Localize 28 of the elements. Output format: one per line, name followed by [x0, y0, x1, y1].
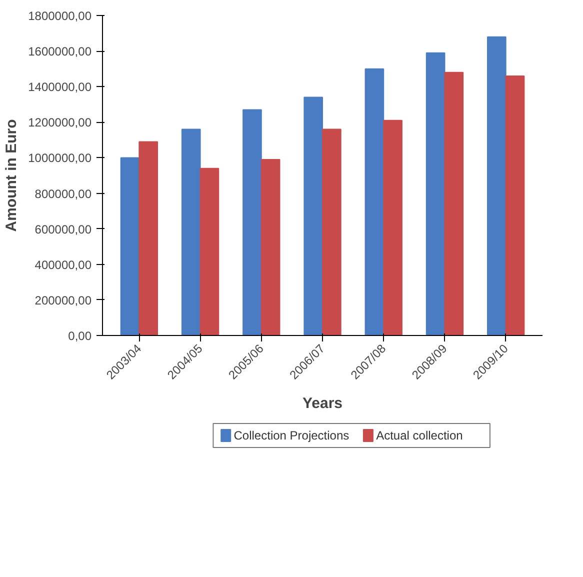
- bar: [383, 120, 402, 336]
- bar: [200, 168, 220, 336]
- bar: [181, 128, 201, 336]
- y-tick-label: 1200000,00: [28, 116, 92, 130]
- x-axis-title: Years: [302, 395, 343, 412]
- legend-label: Collection Projections: [234, 428, 350, 442]
- y-tick-label: 1800000,00: [28, 9, 92, 23]
- y-tick-label: 1400000,00: [28, 80, 92, 94]
- y-tick-label: 800000,00: [34, 186, 92, 201]
- legend-label: Actual collection: [376, 428, 463, 442]
- bar: [505, 75, 525, 336]
- y-tick-label: 200000,00: [34, 293, 92, 308]
- bar: [120, 157, 140, 336]
- y-tick-label: 1000000,00: [28, 151, 92, 166]
- y-axis-title: Amount in Euro: [3, 119, 20, 232]
- y-tick-label: 600000,00: [34, 222, 92, 236]
- bar: [138, 141, 158, 336]
- bar: [364, 68, 384, 336]
- bar: [444, 72, 464, 336]
- y-tick-label: 0,00: [68, 329, 92, 343]
- y-tick-label: 400000,00: [34, 258, 92, 272]
- bar: [322, 128, 342, 336]
- bar: [304, 96, 323, 336]
- bar: [260, 159, 280, 336]
- bar: [426, 52, 446, 336]
- bar: [242, 109, 262, 336]
- y-tick-label: 1600000,00: [28, 44, 92, 59]
- bar: [487, 36, 506, 336]
